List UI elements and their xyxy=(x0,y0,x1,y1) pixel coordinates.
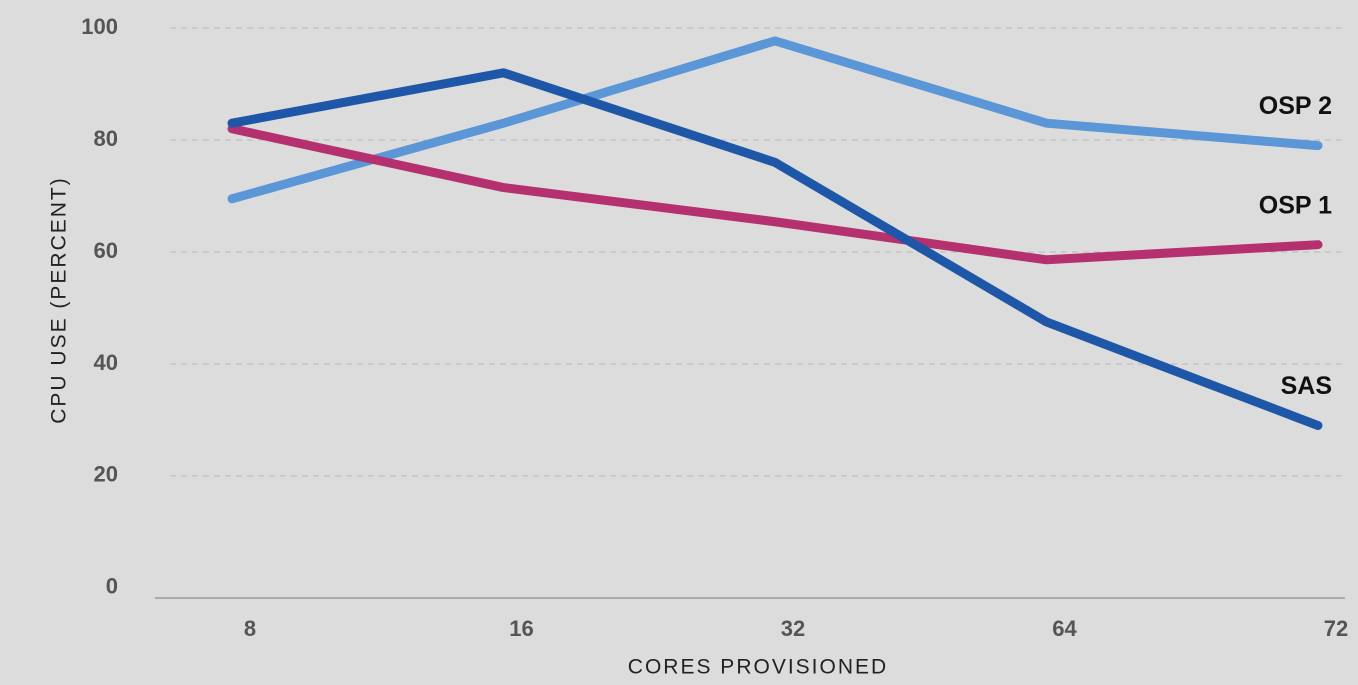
y-tick-label: 0 xyxy=(106,574,118,599)
x-tick-label: 64 xyxy=(1052,616,1077,641)
y-tick-label: 20 xyxy=(94,462,118,487)
y-tick-label: 80 xyxy=(94,126,118,151)
y-tick-label: 40 xyxy=(94,350,118,375)
x-tick-label: 16 xyxy=(509,616,533,641)
x-axis-title: CORES PROVISIONED xyxy=(628,656,888,679)
series-line xyxy=(227,36,1323,204)
series-line xyxy=(227,68,1323,431)
series-label: OSP 1 xyxy=(1259,191,1332,219)
series-label: OSP 2 xyxy=(1259,92,1332,120)
x-tick-label: 8 xyxy=(244,616,256,641)
y-tick-label: 60 xyxy=(94,238,118,263)
y-axis-title: CPU USE (PERCENT) xyxy=(48,176,71,424)
y-tick-label: 100 xyxy=(81,14,118,39)
series-line xyxy=(227,124,1323,265)
x-tick-label: 72 xyxy=(1324,616,1348,641)
series-label: SAS xyxy=(1281,372,1332,400)
x-tick-label: 32 xyxy=(781,616,805,641)
